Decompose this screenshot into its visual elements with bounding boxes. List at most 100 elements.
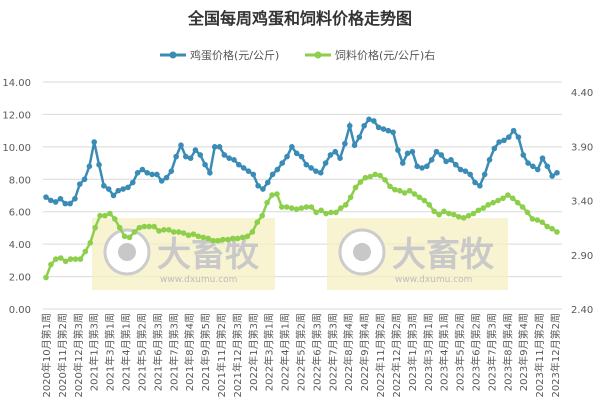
data-point	[495, 197, 501, 204]
data-point	[455, 213, 462, 220]
data-point	[77, 256, 84, 262]
data-point	[170, 229, 177, 235]
data-point	[125, 184, 131, 191]
x-tick-label: 2023年5月第2周	[454, 313, 467, 391]
data-point	[496, 139, 502, 145]
data-point	[293, 206, 300, 212]
data-point	[333, 209, 339, 216]
x-tick-label: 2023年12月第2周	[549, 313, 562, 398]
data-point	[139, 166, 146, 173]
data-point	[180, 230, 187, 236]
data-point	[539, 155, 546, 162]
data-point	[390, 129, 396, 136]
data-point	[126, 234, 133, 241]
data-point	[264, 179, 271, 186]
data-point	[421, 197, 428, 204]
data-point	[91, 139, 98, 145]
data-point	[62, 258, 69, 265]
x-tick-label: 2022年3月第1周	[263, 313, 276, 391]
data-point	[134, 170, 141, 176]
data-point	[231, 157, 237, 163]
data-point	[279, 160, 286, 166]
data-point	[438, 152, 445, 158]
data-point	[308, 165, 314, 171]
data-point	[313, 209, 320, 216]
left-tick-label: 2.00	[9, 273, 31, 284]
data-point	[110, 192, 117, 199]
x-tick-label: 2021年1月第3周	[88, 313, 101, 391]
watermark-brand: 大畜牧	[157, 235, 260, 275]
data-point	[426, 202, 433, 208]
data-point	[151, 223, 157, 230]
data-point	[154, 171, 160, 178]
data-point	[500, 195, 506, 202]
data-point	[485, 202, 492, 208]
data-point	[510, 127, 517, 134]
data-point	[87, 240, 94, 246]
data-point	[221, 152, 228, 158]
x-tick-label: 2021年6月第3周	[151, 313, 164, 391]
x-tick-label: 2021年3月第1周	[104, 313, 117, 391]
data-point	[385, 127, 392, 134]
x-tick-label: 2021年12月第3周	[231, 313, 244, 398]
data-point	[472, 179, 478, 186]
data-point	[486, 157, 493, 163]
data-point	[342, 202, 349, 208]
data-point	[342, 140, 348, 147]
data-point	[352, 184, 359, 191]
watermark-site: www.dxumu.com	[160, 275, 237, 285]
data-point	[411, 191, 418, 197]
data-point	[524, 209, 531, 216]
data-point	[161, 226, 167, 233]
x-tick-label: 2023年6月第2周	[469, 313, 482, 391]
data-point	[470, 210, 477, 217]
left-tick-label: 4.00	[9, 240, 31, 251]
x-tick-label: 2022年9月第4周	[358, 313, 371, 391]
data-point	[346, 122, 353, 129]
data-point	[158, 178, 165, 184]
data-point	[146, 223, 152, 230]
data-point	[216, 144, 223, 150]
data-point	[144, 170, 151, 176]
data-point	[107, 210, 113, 217]
x-tick-label: 2022年7月第3周	[326, 313, 339, 391]
data-point	[519, 204, 526, 210]
data-point	[202, 161, 208, 168]
x-tick-label: 2020年10月第1周	[40, 313, 53, 398]
data-point	[86, 163, 93, 170]
data-point	[467, 171, 474, 178]
data-point	[549, 225, 555, 232]
data-point	[115, 187, 122, 194]
data-point	[274, 166, 281, 173]
data-point	[283, 204, 290, 210]
data-point	[274, 191, 280, 197]
data-point	[534, 166, 541, 173]
watermark-brand: 大畜牧	[392, 235, 495, 275]
data-point	[298, 205, 305, 211]
x-tick-label: 2023年1月第3周	[406, 313, 419, 391]
data-point	[97, 212, 103, 219]
data-point	[254, 219, 261, 225]
x-tick-label: 2021年11月第2周	[215, 313, 228, 398]
data-point	[43, 274, 49, 281]
x-tick-label: 2023年9月第4周	[517, 313, 530, 391]
data-point	[399, 160, 406, 166]
data-point	[371, 118, 377, 124]
data-point	[406, 187, 413, 194]
x-axis-ticks: 2020年10月第1周 2020年11月第2周 2020年12月第3周 2021年1月…	[40, 313, 562, 398]
data-point	[382, 177, 388, 183]
data-point	[197, 152, 204, 158]
data-point	[298, 153, 305, 160]
data-point	[515, 134, 522, 140]
data-point	[356, 134, 363, 140]
data-point	[195, 233, 202, 240]
x-tick-label: 2022年12月第2周	[390, 313, 403, 398]
data-point	[544, 163, 551, 170]
data-point	[322, 160, 329, 166]
data-point	[190, 231, 197, 237]
data-point	[244, 233, 251, 240]
data-point	[76, 181, 83, 187]
data-point	[101, 182, 107, 189]
data-point	[448, 157, 454, 163]
